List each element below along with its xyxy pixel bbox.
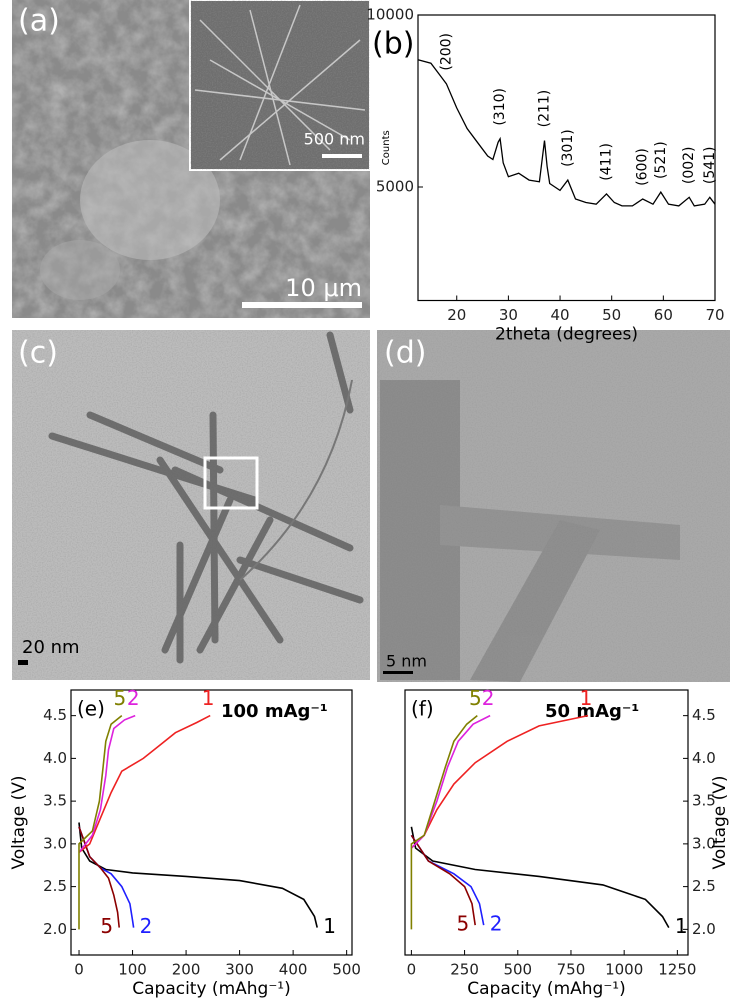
series-line	[78, 822, 318, 928]
x-tick-label: 750	[557, 961, 586, 979]
curve-label: 1	[323, 914, 336, 938]
series-line	[410, 714, 589, 849]
x-tick-label: 50	[602, 306, 621, 324]
y-tick-label: 3.5	[43, 792, 67, 810]
y-tick-label: 2.0	[43, 920, 67, 938]
annotation: 50 mAg⁻¹	[545, 701, 639, 722]
panel-label: (b)	[372, 27, 414, 62]
y-axis-label: Counts	[381, 130, 392, 165]
peak-label: (411)	[599, 143, 615, 181]
y-tick-label: 10000	[366, 6, 414, 24]
x-tick-label: 500	[503, 961, 532, 979]
y-tick-label: 2.5	[692, 877, 716, 895]
peak-label: (310)	[492, 88, 508, 126]
x-tick-label: 1000	[605, 961, 643, 979]
y-tick-label: 5000	[376, 177, 414, 195]
tem-image	[377, 330, 730, 682]
x-axis-label: Capacity (mAhg⁻¹)	[467, 979, 626, 998]
series-line	[78, 714, 211, 854]
y-tick-label: 2.0	[692, 920, 716, 938]
y-tick-label: 3.0	[43, 834, 67, 852]
x-tick-label: 0	[74, 961, 84, 979]
y-tick-label: 2.5	[43, 877, 67, 895]
peak-label: (600)	[635, 148, 651, 186]
curve-label: 5	[113, 686, 126, 710]
peak-label: (521)	[653, 141, 669, 179]
x-tick-label: 200	[172, 961, 201, 979]
x-tick-label: 300	[225, 961, 254, 979]
y-tick-label: 4.5	[692, 706, 716, 724]
scale-bar-label: 20 nm	[22, 637, 80, 658]
y-tick-label: 4.0	[692, 749, 716, 767]
curve-label: 1	[202, 686, 215, 710]
x-tick-label: 60	[654, 306, 673, 324]
series-line	[410, 834, 476, 926]
curve-label: 2	[490, 912, 503, 936]
plot-frame	[404, 689, 689, 956]
panel-label: (d)	[384, 336, 426, 371]
x-tick-label: 400	[279, 961, 308, 979]
panel-label: (e)	[77, 697, 105, 721]
peak-label: (200)	[438, 33, 454, 71]
x-tick-label: 100	[118, 961, 147, 979]
curve-label: 1	[580, 686, 593, 710]
series-line	[410, 826, 670, 928]
series-line	[78, 826, 120, 928]
x-tick-label: 1250	[658, 961, 696, 979]
plot-frame	[417, 14, 716, 302]
series-line	[417, 59, 716, 207]
series-line	[410, 714, 478, 930]
peak-label: (002)	[681, 146, 697, 184]
tem-image	[12, 330, 370, 680]
series-line	[410, 714, 491, 849]
x-tick-label: 500	[332, 961, 361, 979]
curve-label: 5	[100, 914, 113, 938]
annotation: 100 mAg⁻¹	[221, 701, 328, 722]
y-tick-label: 3.5	[692, 792, 716, 810]
x-tick-label: 30	[499, 306, 518, 324]
sem-image	[12, 0, 371, 318]
curve-label: 2	[482, 686, 495, 710]
scale-bar-label: 10 μm	[285, 274, 362, 302]
panel-label: (a)	[18, 4, 60, 39]
y-axis-label: Voltage (V)	[9, 775, 29, 869]
x-axis-label: 2theta (degrees)	[495, 325, 638, 345]
peak-label: (541)	[702, 146, 718, 184]
panel-label: (f)	[411, 697, 434, 721]
curve-label: 2	[140, 914, 153, 938]
x-axis-label: Capacity (mAhg⁻¹)	[132, 979, 291, 998]
y-tick-label: 4.0	[43, 749, 67, 767]
curve-label: 1	[675, 914, 688, 938]
x-tick-label: 40	[550, 306, 569, 324]
x-tick-label: 250	[450, 961, 479, 979]
curve-label: 5	[469, 686, 482, 710]
y-axis-label: Voltage (V)	[710, 775, 730, 869]
series-line	[78, 714, 136, 853]
peak-label: (211)	[537, 90, 553, 128]
y-tick-label: 4.5	[43, 706, 67, 724]
series-line	[78, 714, 123, 930]
plot-frame	[70, 689, 353, 956]
x-tick-label: 20	[447, 306, 466, 324]
scale-bar-label: 500 nm	[304, 130, 365, 149]
curve-label: 2	[127, 686, 140, 710]
panel-label: (c)	[18, 336, 58, 371]
peak-label: (301)	[560, 129, 576, 167]
x-tick-label: 70	[705, 306, 724, 324]
scale-bar-label: 5 nm	[386, 652, 427, 671]
y-tick-label: 3.0	[692, 834, 716, 852]
curve-label: 5	[456, 912, 469, 936]
x-tick-label: 0	[407, 961, 417, 979]
